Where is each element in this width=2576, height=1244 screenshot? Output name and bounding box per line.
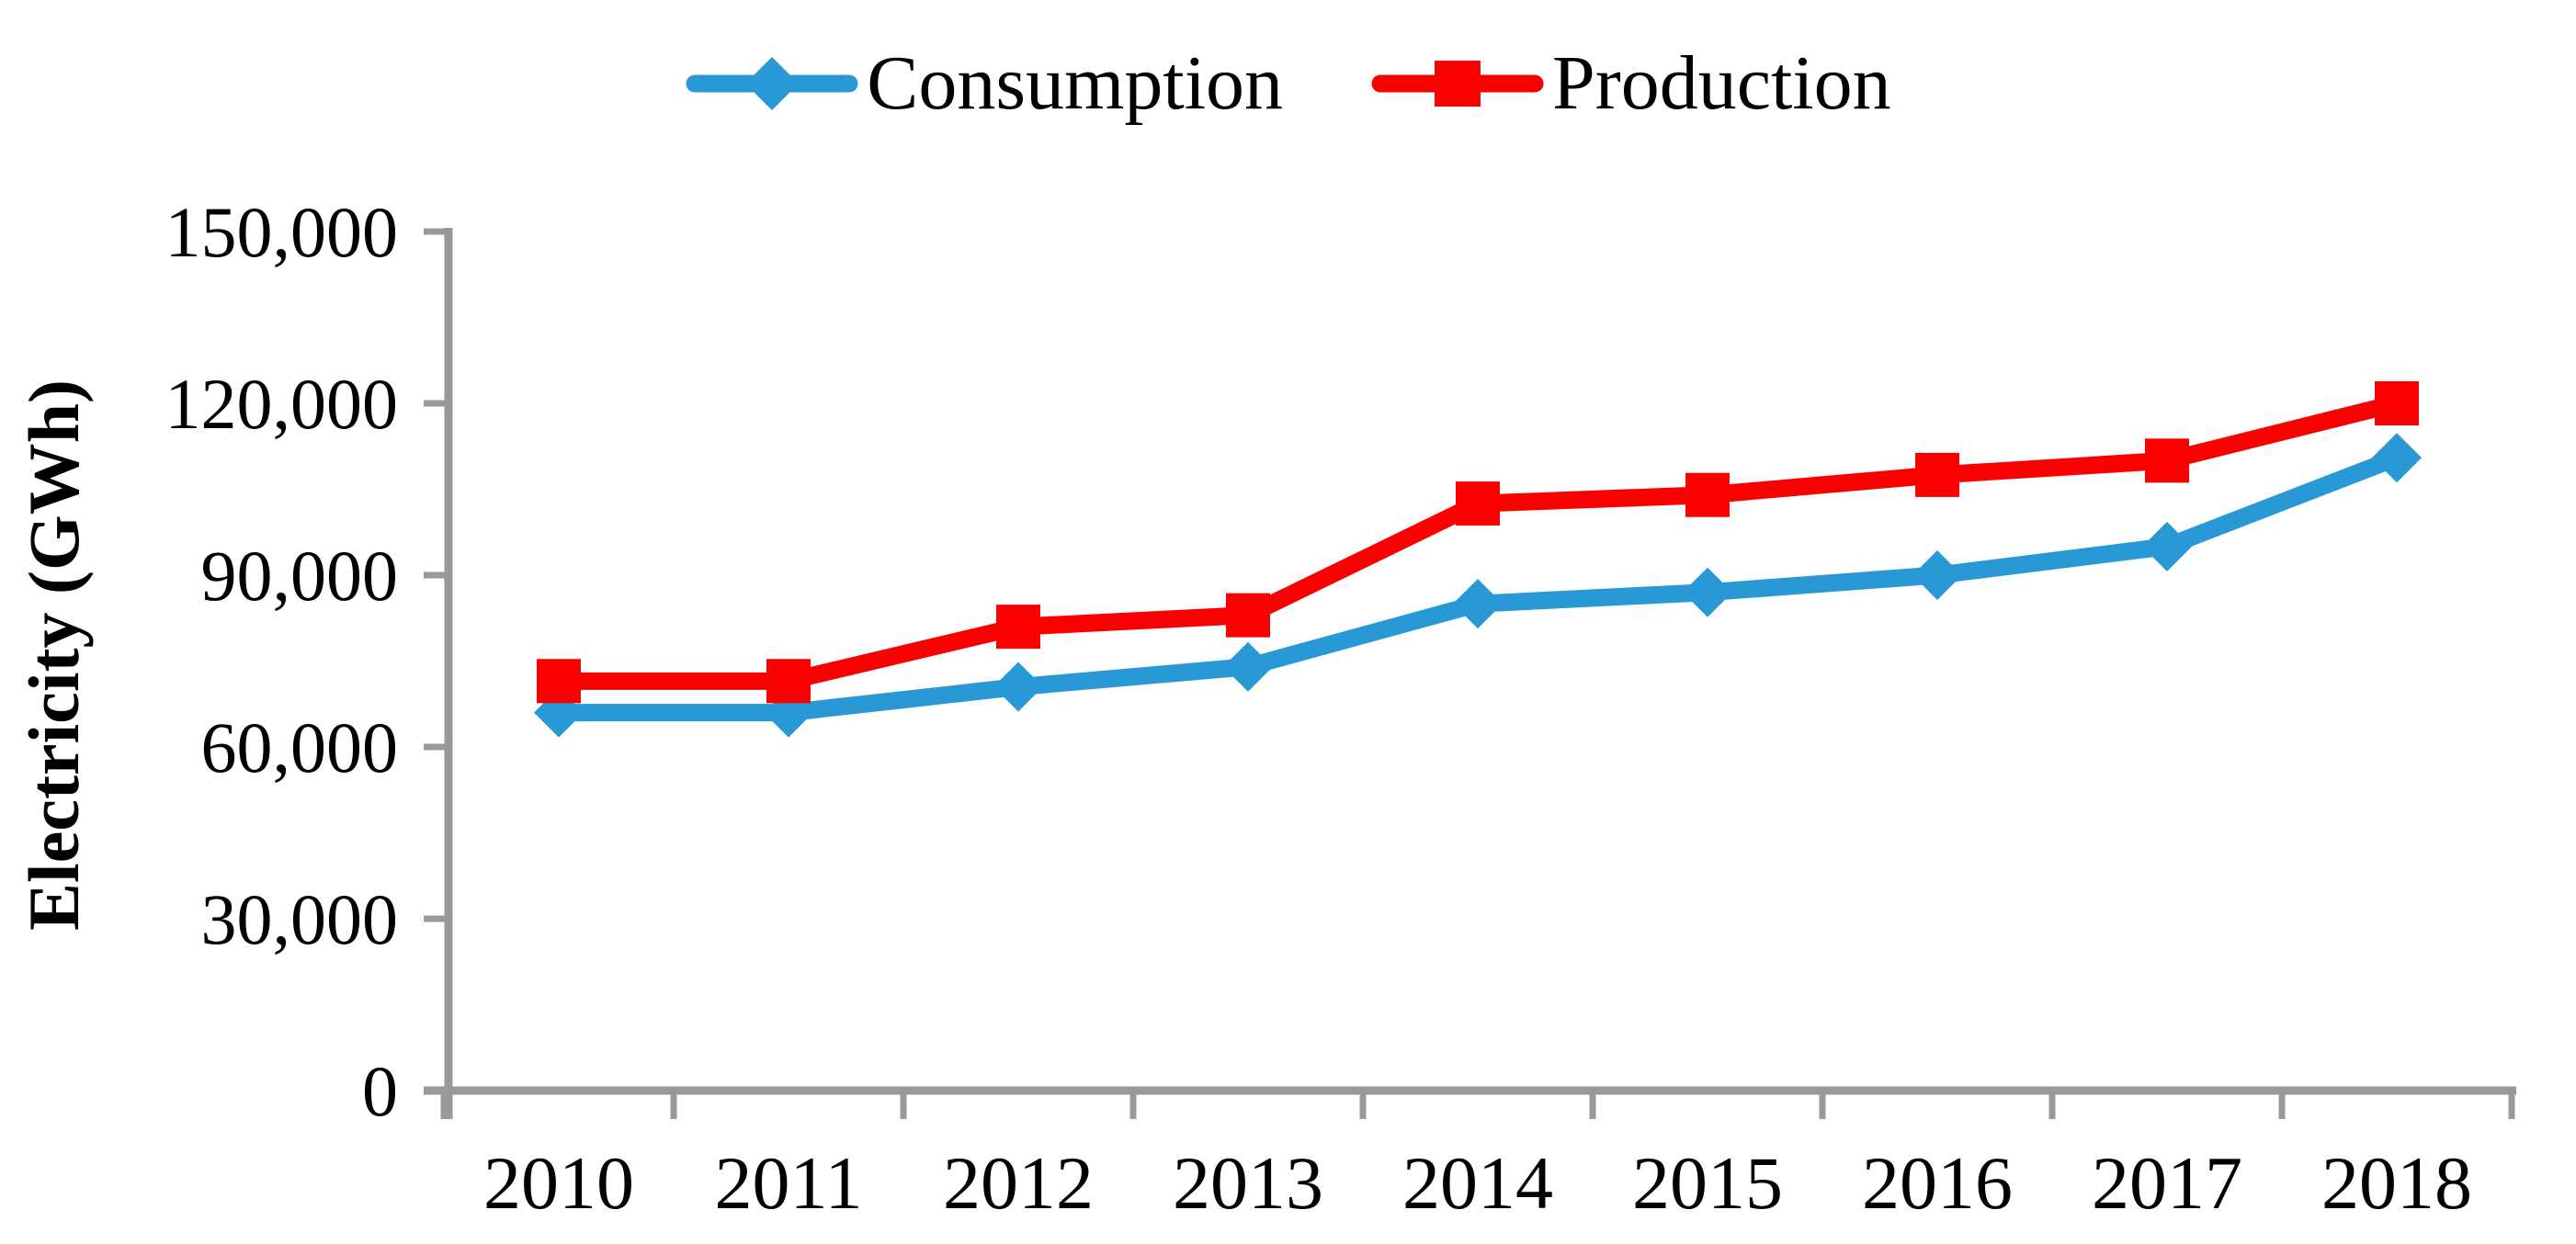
y-tick-label: 90,000 [201, 536, 399, 616]
marker-square-2015 [1685, 472, 1730, 517]
y-tick-label: 30,000 [201, 879, 399, 959]
x-tick-label: 2018 [2321, 1141, 2472, 1225]
marker-square-2018 [2375, 381, 2419, 425]
x-tick-label: 2017 [2092, 1141, 2242, 1225]
marker-square-2010 [537, 659, 581, 704]
marker-square-2016 [1915, 452, 1959, 497]
marker-square-2017 [2145, 438, 2189, 483]
marker-diamond-2016 [1912, 550, 1962, 600]
y-axis-title: Electricity (GWh) [14, 379, 94, 931]
x-tick-label: 2012 [943, 1141, 1094, 1225]
x-tick-label: 2013 [1173, 1141, 1323, 1225]
y-tick-label: 120,000 [165, 364, 399, 444]
x-tick-label: 2015 [1632, 1141, 1783, 1225]
x-tick-label: 2014 [1402, 1141, 1553, 1225]
y-tick-label: 0 [362, 1051, 398, 1131]
x-tick-label: 2011 [715, 1141, 863, 1225]
marker-diamond-2014 [1453, 579, 1503, 629]
x-tick-label: 2016 [1862, 1141, 2013, 1225]
marker-square-2011 [766, 659, 811, 704]
marker-diamond-2018 [2372, 433, 2422, 483]
series-line-production [550, 394, 2406, 690]
y-tick-label: 150,000 [165, 192, 399, 272]
y-tick-label: 60,000 [201, 707, 399, 787]
marker-square-2012 [996, 605, 1040, 650]
marker-diamond-2013 [1223, 641, 1273, 692]
marker-diamond-2017 [2142, 521, 2192, 571]
marker-diamond-2012 [993, 662, 1043, 712]
marker-diamond-2015 [1683, 567, 1732, 617]
marker-square-2014 [1456, 481, 1500, 526]
x-tick-label: 2010 [483, 1141, 634, 1225]
marker-square-2013 [1226, 593, 1270, 638]
